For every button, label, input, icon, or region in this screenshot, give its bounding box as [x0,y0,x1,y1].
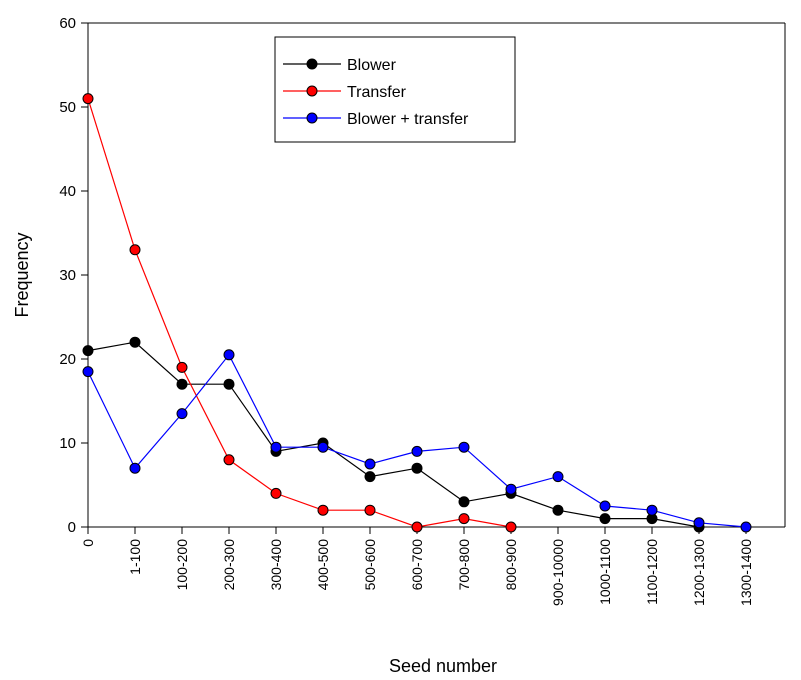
data-point-transfer [270,487,282,499]
x-axis-ticks: 0 1-100 100-200 200-300 300-400 400-500 500-60… [80,527,754,606]
legend-label-blower: Blower [347,57,397,74]
data-point-blower-transfer [82,366,94,378]
data-point-transfer [364,504,376,516]
x-tick-label: 600-700 [409,539,425,591]
data-point-blower-transfer [693,517,705,529]
data-point-transfer [129,244,141,256]
data-point-blower-transfer [411,445,423,457]
y-tick-label: 10 [59,435,76,452]
x-tick-label: 1300-1400 [738,539,754,606]
data-point-blower [176,378,188,390]
series-points [82,93,752,533]
series-line-transfer [87,98,512,528]
legend: Blower Transfer Blower + transfer [274,36,516,143]
y-tick-label: 40 [59,183,76,200]
data-point-blower-transfer [599,500,611,512]
legend-marker-transfer [306,85,318,97]
data-point-transfer [317,504,329,516]
data-point-blower [364,471,376,483]
x-tick-label: 900-10000 [550,539,566,606]
x-tick-label: 300-400 [268,539,284,591]
series-line-blower-transfer [87,353,747,528]
data-point-blower [411,462,423,474]
data-point-blower [223,378,235,390]
data-point-blower [599,513,611,525]
data-point-blower [82,345,94,357]
data-point-transfer [223,454,235,466]
data-point-blower-transfer [364,458,376,470]
legend-label-transfer: Transfer [347,84,407,101]
legend-marker-blower-transfer [306,112,318,124]
data-point-transfer [505,521,517,533]
y-tick-label: 50 [59,99,76,116]
x-tick-label: 0 [80,539,96,547]
y-tick-label: 0 [68,519,76,536]
x-tick-label: 400-500 [315,539,331,591]
data-point-transfer [82,93,94,105]
x-tick-label: 1100-1200 [644,539,660,605]
data-point-blower-transfer [458,441,470,453]
data-point-blower-transfer [176,408,188,420]
data-point-blower-transfer [270,441,282,453]
x-tick-label: 1200-1300 [691,539,707,606]
x-tick-label: 700-800 [456,539,472,591]
x-tick-label: 500-600 [362,539,378,591]
y-axis-label: Frequency [12,232,32,317]
y-tick-label: 30 [59,267,76,284]
data-point-blower-transfer [740,521,752,533]
legend-marker-blower [306,58,318,70]
y-axis-ticks: 0 10 20 30 40 50 60 [59,15,88,536]
data-point-blower-transfer [317,441,329,453]
legend-label-blower-transfer: Blower + transfer [347,111,469,128]
data-point-transfer [176,361,188,373]
data-point-blower-transfer [129,462,141,474]
data-point-blower [552,504,564,516]
series-line-blower [87,341,700,528]
x-tick-label: 1000-1100 [597,539,613,605]
data-point-blower [129,336,141,348]
data-point-blower [458,496,470,508]
x-tick-label: 1-100 [127,539,143,575]
x-tick-label: 800-900 [503,539,519,591]
x-axis-label: Seed number [389,656,497,676]
data-point-blower-transfer [505,483,517,495]
y-tick-label: 20 [59,351,76,368]
data-point-blower-transfer [552,471,564,483]
data-point-transfer [411,521,423,533]
data-point-blower-transfer [646,504,658,516]
data-point-blower-transfer [223,349,235,361]
x-tick-label: 100-200 [174,539,190,591]
data-point-transfer [458,513,470,525]
y-tick-label: 60 [59,15,76,32]
x-tick-label: 200-300 [221,539,237,591]
